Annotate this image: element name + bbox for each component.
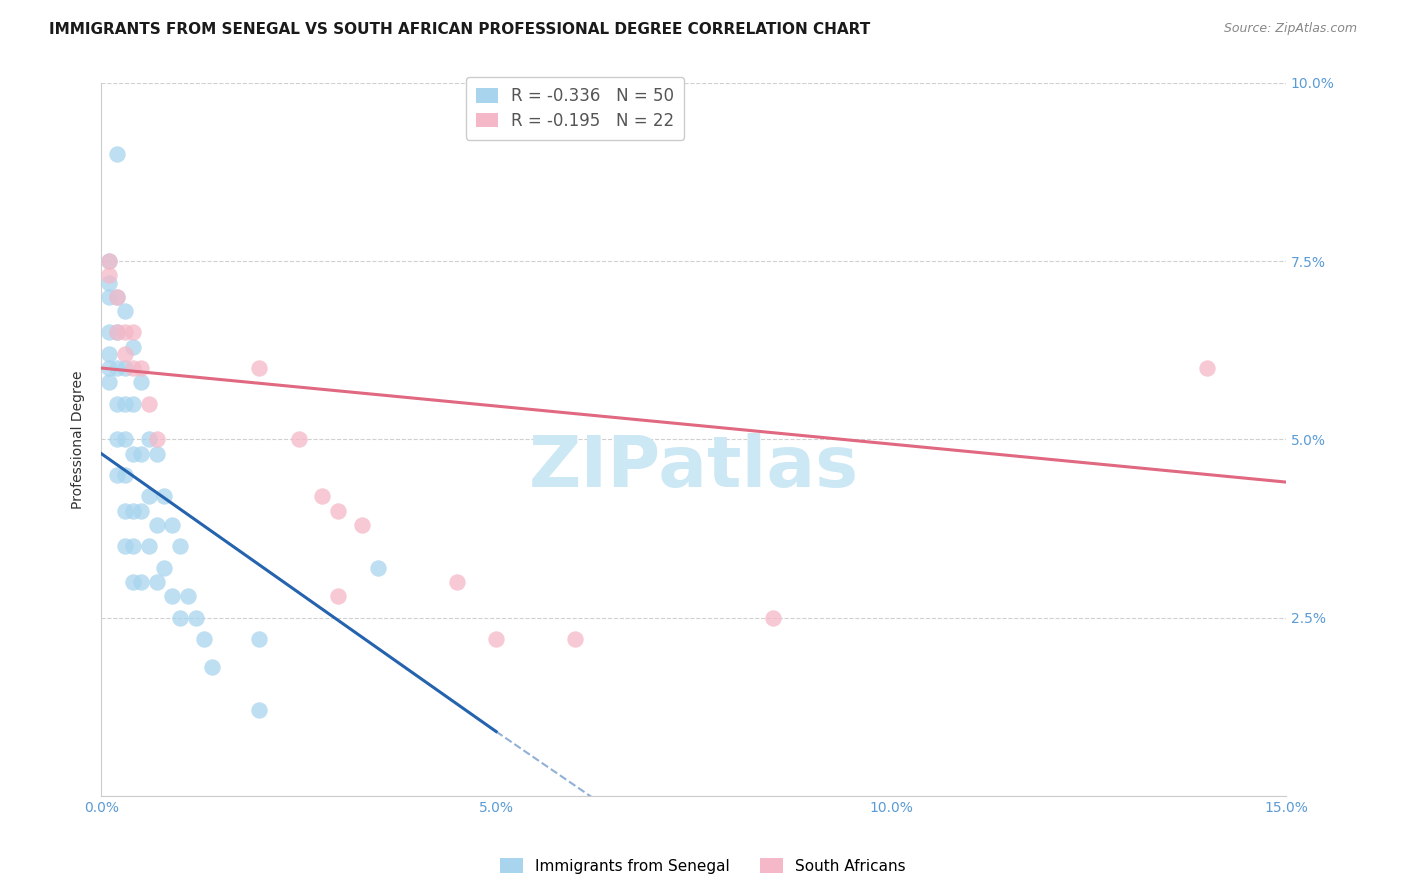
Point: [138, 489, 160, 503]
Point: [247, 361, 270, 376]
Point: [114, 467, 136, 482]
Point: [98, 254, 121, 268]
Point: [105, 397, 128, 411]
Point: [145, 446, 167, 460]
Point: [105, 290, 128, 304]
Legend: Immigrants from Senegal, South Africans: Immigrants from Senegal, South Africans: [494, 852, 912, 880]
Text: ZIPatlas: ZIPatlas: [529, 434, 859, 502]
Point: [311, 489, 333, 503]
Point: [98, 290, 121, 304]
Point: [564, 632, 586, 646]
Point: [121, 503, 143, 517]
Point: [367, 560, 389, 574]
Point: [169, 539, 191, 553]
Point: [287, 433, 309, 447]
Point: [129, 361, 152, 376]
Point: [98, 376, 121, 390]
Y-axis label: Professional Degree: Professional Degree: [72, 370, 86, 508]
Point: [247, 632, 270, 646]
Point: [138, 433, 160, 447]
Point: [247, 703, 270, 717]
Point: [98, 276, 121, 290]
Point: [105, 433, 128, 447]
Point: [121, 446, 143, 460]
Point: [114, 539, 136, 553]
Point: [145, 433, 167, 447]
Point: [145, 517, 167, 532]
Point: [98, 361, 121, 376]
Point: [328, 589, 350, 603]
Point: [138, 539, 160, 553]
Text: IMMIGRANTS FROM SENEGAL VS SOUTH AFRICAN PROFESSIONAL DEGREE CORRELATION CHART: IMMIGRANTS FROM SENEGAL VS SOUTH AFRICAN…: [49, 22, 870, 37]
Point: [350, 517, 373, 532]
Point: [114, 503, 136, 517]
Point: [121, 397, 143, 411]
Point: [114, 326, 136, 340]
Point: [193, 632, 215, 646]
Point: [114, 433, 136, 447]
Point: [485, 632, 508, 646]
Point: [114, 347, 136, 361]
Point: [121, 340, 143, 354]
Point: [169, 610, 191, 624]
Point: [446, 574, 468, 589]
Point: [1195, 361, 1218, 376]
Point: [121, 539, 143, 553]
Point: [153, 560, 176, 574]
Point: [98, 268, 121, 283]
Point: [153, 489, 176, 503]
Point: [129, 503, 152, 517]
Point: [129, 376, 152, 390]
Point: [138, 397, 160, 411]
Point: [129, 446, 152, 460]
Point: [121, 361, 143, 376]
Point: [201, 660, 224, 674]
Point: [328, 503, 350, 517]
Point: [105, 326, 128, 340]
Legend: R = -0.336   N = 50, R = -0.195   N = 22: R = -0.336 N = 50, R = -0.195 N = 22: [465, 77, 685, 140]
Point: [177, 589, 200, 603]
Point: [98, 254, 121, 268]
Point: [114, 361, 136, 376]
Point: [184, 610, 207, 624]
Point: [98, 347, 121, 361]
Point: [105, 326, 128, 340]
Point: [105, 361, 128, 376]
Point: [162, 517, 184, 532]
Point: [129, 574, 152, 589]
Point: [145, 574, 167, 589]
Point: [98, 326, 121, 340]
Point: [121, 326, 143, 340]
Point: [105, 290, 128, 304]
Point: [105, 147, 128, 161]
Point: [162, 589, 184, 603]
Point: [762, 610, 785, 624]
Point: [105, 467, 128, 482]
Point: [114, 397, 136, 411]
Point: [121, 574, 143, 589]
Point: [114, 304, 136, 318]
Text: Source: ZipAtlas.com: Source: ZipAtlas.com: [1223, 22, 1357, 36]
